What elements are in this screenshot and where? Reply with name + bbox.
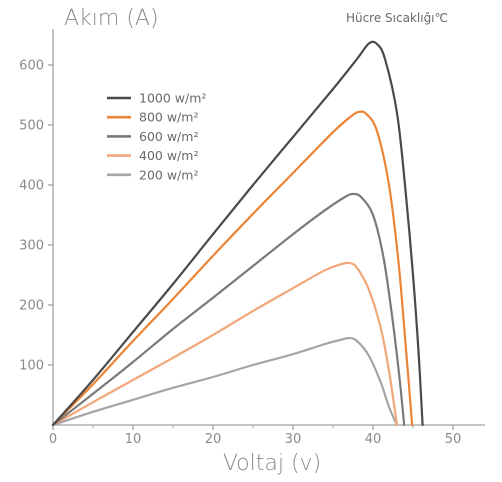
series-line — [51, 110, 414, 427]
series-line — [51, 40, 424, 427]
series-line — [51, 192, 406, 427]
x-tick-label: 10 — [125, 432, 142, 447]
x-tick-label: 50 — [445, 432, 462, 447]
legend-label: 800 w/m² — [139, 110, 198, 125]
legend-label: 200 w/m² — [139, 167, 198, 182]
x-tick-label: 20 — [205, 432, 222, 447]
legend-label: 600 w/m² — [139, 129, 198, 144]
cell-temperature-note: Hücre Sıcaklığı℃ — [346, 11, 448, 25]
series-line — [51, 336, 399, 427]
x-tick-label: 40 — [365, 432, 382, 447]
x-tick-label: 0 — [49, 432, 57, 447]
y-tick-label: 100 — [19, 359, 44, 374]
y-axis-title: Akım (A) — [64, 6, 159, 31]
legend-label: 1000 w/m² — [139, 91, 206, 106]
x-tick-label: 30 — [285, 432, 302, 447]
y-tick-label: 600 — [19, 59, 44, 74]
legend-label: 400 w/m² — [139, 148, 198, 163]
x-axis-title: Voltaj (v) — [223, 451, 321, 476]
series-line — [51, 261, 399, 427]
y-tick-label: 400 — [19, 179, 44, 194]
y-tick-label: 500 — [19, 119, 44, 134]
y-tick-label: 300 — [19, 239, 44, 254]
y-tick-label: 200 — [19, 299, 44, 314]
